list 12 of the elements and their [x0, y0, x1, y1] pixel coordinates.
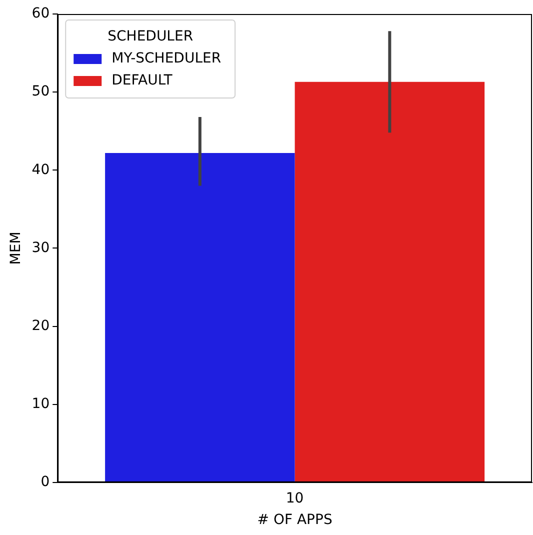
y-tick-label: 0 [40, 474, 50, 490]
y-tick-label: 40 [32, 162, 50, 178]
x-axis-title: # OF APPS [257, 512, 332, 528]
y-tick-label: 10 [32, 396, 50, 412]
y-axis-title: MEM [8, 232, 24, 265]
legend-title: SCHEDULER [108, 28, 194, 45]
y-tick-label: 60 [32, 6, 50, 22]
y-tick-label: 30 [32, 240, 50, 256]
legend-label: DEFAULT [112, 72, 173, 89]
y-tick-label: 20 [32, 318, 50, 334]
legend-label: MY-SCHEDULER [112, 50, 222, 67]
y-tick-label: 50 [32, 84, 50, 100]
